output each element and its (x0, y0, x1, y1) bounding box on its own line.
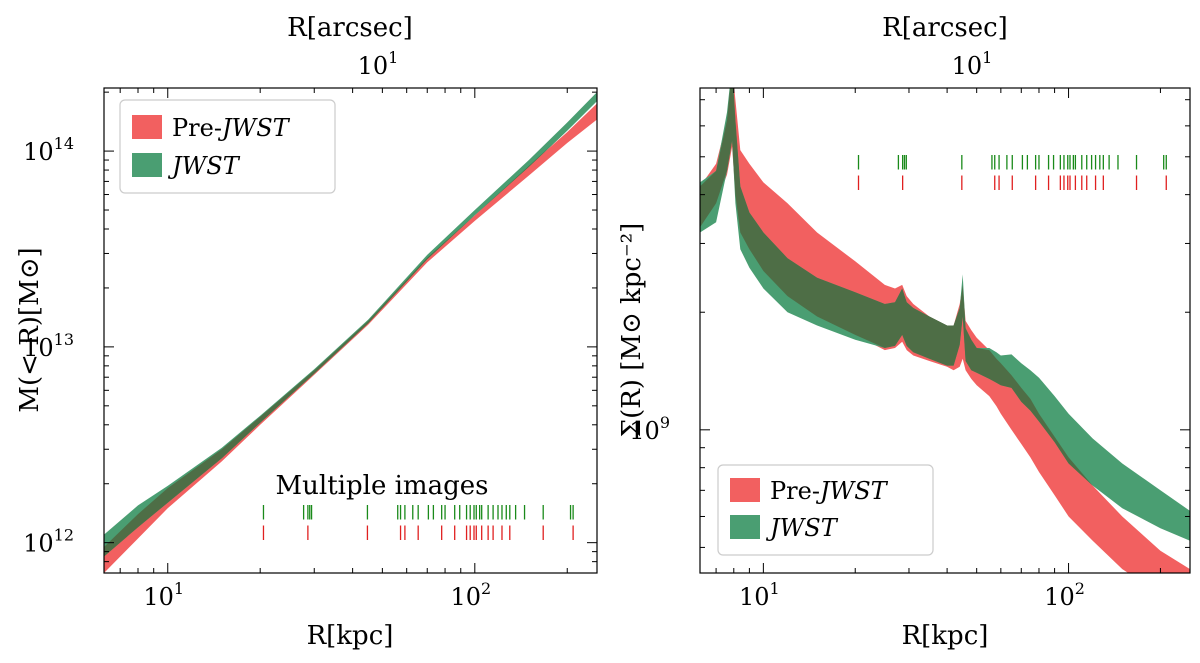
legend-swatch-jwst (730, 515, 760, 539)
x-tick-label: 102 (450, 579, 491, 611)
surface-density-top-xlabel: R[arcsec] (882, 13, 1008, 43)
x-tick-label: 101 (143, 579, 184, 611)
enclosed-mass-legend: Pre-JWST JWST (119, 99, 336, 194)
legend-swatch-pre-jwst (730, 478, 760, 502)
legend-frame (717, 464, 934, 556)
enclosed-mass-ylabel: M(< R)[M⊙] (15, 247, 45, 412)
x-tick-label: 102 (1044, 579, 1085, 611)
enclosed-mass-image-ticks (262, 505, 574, 540)
legend-swatch-pre-jwst (132, 115, 162, 139)
surface-density-bands (700, 88, 1190, 573)
surface-density-image-ticks (857, 155, 1167, 190)
band-overlap (104, 101, 597, 557)
surface-density-xlabel: R[kpc] (902, 621, 989, 651)
legend-label-pre-jwst: Pre-JWST (770, 477, 889, 505)
band-jwst (700, 88, 1190, 541)
x-tick-label: 101 (739, 579, 780, 611)
legend-label-jwst: JWST (765, 514, 839, 542)
legend-label-jwst: JWST (167, 152, 241, 180)
enclosed-mass-annotation: Multiple images (276, 471, 489, 501)
enclosed-mass-top-xtick: 101 (358, 48, 399, 80)
surface-density-axis-ticks: 101 102 109 (629, 88, 1190, 611)
legend-swatch-jwst (132, 153, 162, 177)
enclosed-mass-axes-frame (103, 87, 598, 574)
y-tick-label: 1013 (23, 330, 74, 362)
surface-density-ylabel: Σ(R) [M⊙ kpc⁻²] (617, 223, 647, 438)
enclosed-mass-bands (104, 92, 597, 573)
y-tick-label: 109 (629, 413, 670, 445)
surface-density-axes-frame (699, 87, 1191, 574)
surface-density-legend: Pre-JWST JWST (717, 464, 934, 556)
surface-density-top-xtick: 101 (952, 48, 993, 80)
enclosed-mass-axis-ticks: 101 102 1012 1013 1014 (23, 88, 597, 611)
legend-frame (119, 99, 336, 194)
surface-density-panel: 101 102 109 R[arcsec] 101 R[kpc] Σ(R) [M⊙ … (617, 13, 1191, 651)
enclosed-mass-top-xlabel: R[arcsec] (287, 13, 413, 43)
y-tick-label: 1012 (23, 526, 74, 558)
legend-label-pre-jwst: Pre-JWST (172, 114, 291, 142)
enclosed-mass-xlabel: R[kpc] (307, 621, 394, 651)
y-tick-label: 1014 (23, 134, 74, 166)
